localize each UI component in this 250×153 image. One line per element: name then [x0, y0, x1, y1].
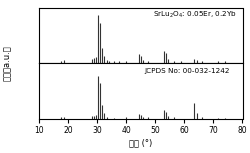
Text: 角度 (°): 角度 (°)	[129, 138, 152, 147]
Text: 强度（a.u.）: 强度（a.u.）	[3, 46, 12, 81]
Text: SrLu$_2$O$_4$: 0.05Er, 0.2Yb: SrLu$_2$O$_4$: 0.05Er, 0.2Yb	[153, 10, 236, 20]
Text: JCPDS No: 00-032-1242: JCPDS No: 00-032-1242	[145, 68, 230, 74]
